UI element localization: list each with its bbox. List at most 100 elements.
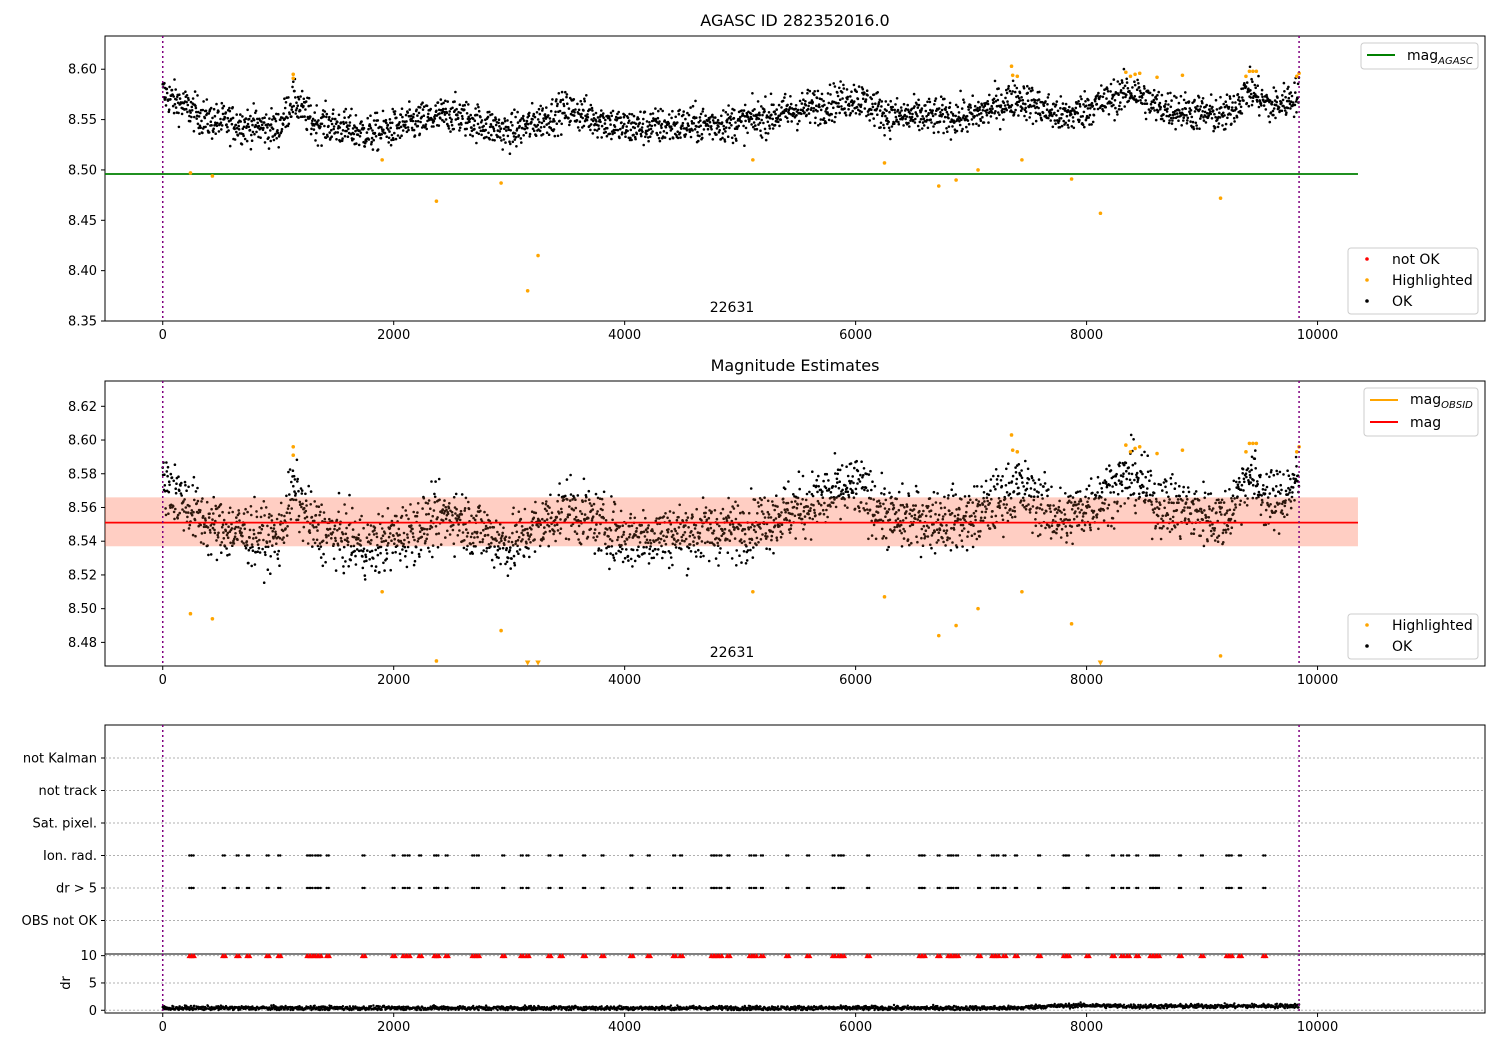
data-point-ok (715, 133, 718, 136)
data-point-ok (326, 528, 330, 531)
data-point-ok (398, 533, 401, 537)
data-point-ok (167, 512, 170, 515)
data-point-ok (685, 126, 688, 130)
data-point-ok (563, 111, 566, 115)
data-point-ok (526, 126, 529, 130)
data-point-ok (687, 113, 691, 117)
data-point-ok (897, 120, 900, 124)
data-point-ok (277, 146, 281, 149)
data-point-ok (342, 571, 346, 575)
data-point-ok (1282, 81, 1286, 85)
data-point-ok (1188, 107, 1192, 110)
data-point-ok (687, 546, 691, 550)
data-point-ok (1049, 111, 1053, 115)
data-point-ok (446, 100, 450, 103)
data-point-ok (808, 89, 812, 93)
data-point-ok (294, 109, 298, 112)
data-point-ok (332, 127, 336, 131)
data-point-ok (196, 122, 200, 126)
data-point-ok (395, 544, 399, 547)
data-point-ok (396, 134, 400, 137)
data-point-ok (342, 565, 345, 568)
data-point-ok (431, 514, 435, 518)
legend-points: not OK Highlighted OK (1347, 247, 1479, 315)
data-point-ok (357, 533, 361, 536)
data-point-ok (1082, 103, 1085, 106)
data-point-ok (1055, 100, 1059, 103)
data-point-ok (1102, 92, 1106, 95)
data-point-ok (717, 564, 720, 567)
data-point-highlighted (1015, 74, 1020, 79)
data-point-ok (1189, 109, 1193, 112)
data-point-ok (783, 487, 787, 491)
data-point-ok (262, 581, 266, 584)
data-point-ok (868, 119, 871, 122)
data-point-ok (312, 128, 316, 131)
data-point-ok (395, 532, 399, 535)
data-point-ok (990, 104, 993, 108)
data-point-ok (411, 532, 415, 535)
data-point-ok (651, 549, 655, 553)
data-point-ok (1214, 98, 1218, 102)
data-point-ok (328, 131, 332, 134)
data-point-ok (942, 131, 945, 135)
data-point-ok (1144, 117, 1148, 121)
data-point-ok (1051, 114, 1054, 118)
data-point-ok (596, 116, 600, 119)
data-point-ok (1177, 101, 1181, 105)
data-point-ok (847, 108, 850, 111)
data-point-ok (286, 507, 290, 510)
data-point-ok (190, 115, 193, 119)
data-point-ok (887, 103, 890, 106)
data-point-ok (956, 105, 960, 109)
data-point-ok (1195, 124, 1198, 127)
data-point-ok (729, 115, 732, 118)
data-point-ok (281, 123, 285, 126)
data-point-ok (842, 83, 845, 87)
data-point-ok (849, 111, 852, 115)
data-point-ok (416, 114, 419, 117)
data-point-ok (997, 87, 1000, 90)
data-point-ok (605, 134, 609, 138)
data-point-ok (1187, 100, 1191, 103)
data-point-ok (988, 93, 991, 97)
data-point-ok (359, 544, 363, 547)
data-point-ok (242, 134, 245, 138)
data-point-ok (340, 139, 344, 143)
data-point-ok (330, 128, 333, 132)
data-point-ok (635, 132, 639, 136)
data-point-ok (629, 136, 632, 140)
data-point-ok (647, 139, 650, 143)
data-point-ok (914, 117, 917, 121)
data-point-ok (176, 101, 180, 105)
data-point-ok (260, 506, 263, 510)
data-point-ok (355, 142, 358, 145)
data-point-ok (487, 131, 490, 135)
data-point-ok (1218, 116, 1222, 119)
data-point-ok (840, 464, 844, 467)
data-point-ok (954, 114, 957, 118)
data-point-ok (845, 465, 848, 469)
data-point-ok (307, 96, 311, 100)
data-point-ok (753, 108, 756, 111)
data-point-ok (755, 127, 759, 131)
data-point-ok (967, 494, 971, 498)
data-point-ok (965, 125, 968, 129)
data-point-ok (670, 116, 673, 120)
data-point-ok (297, 489, 300, 493)
data-point-ok (1014, 108, 1017, 112)
data-point-ok (525, 119, 529, 123)
data-point-ok (919, 117, 923, 121)
data-point-ok (204, 109, 208, 113)
data-point-ok (515, 127, 519, 130)
data-point-ok (1227, 105, 1231, 109)
data-point-ok (989, 115, 993, 118)
data-point-ok (343, 503, 346, 506)
data-point-ok (1038, 113, 1042, 117)
data-point-ok (493, 139, 496, 142)
data-point-ok (1013, 90, 1017, 94)
data-point-ok (166, 465, 170, 469)
data-point-ok (728, 121, 732, 125)
data-point-ok (198, 124, 202, 127)
data-point-ok (1059, 106, 1062, 110)
